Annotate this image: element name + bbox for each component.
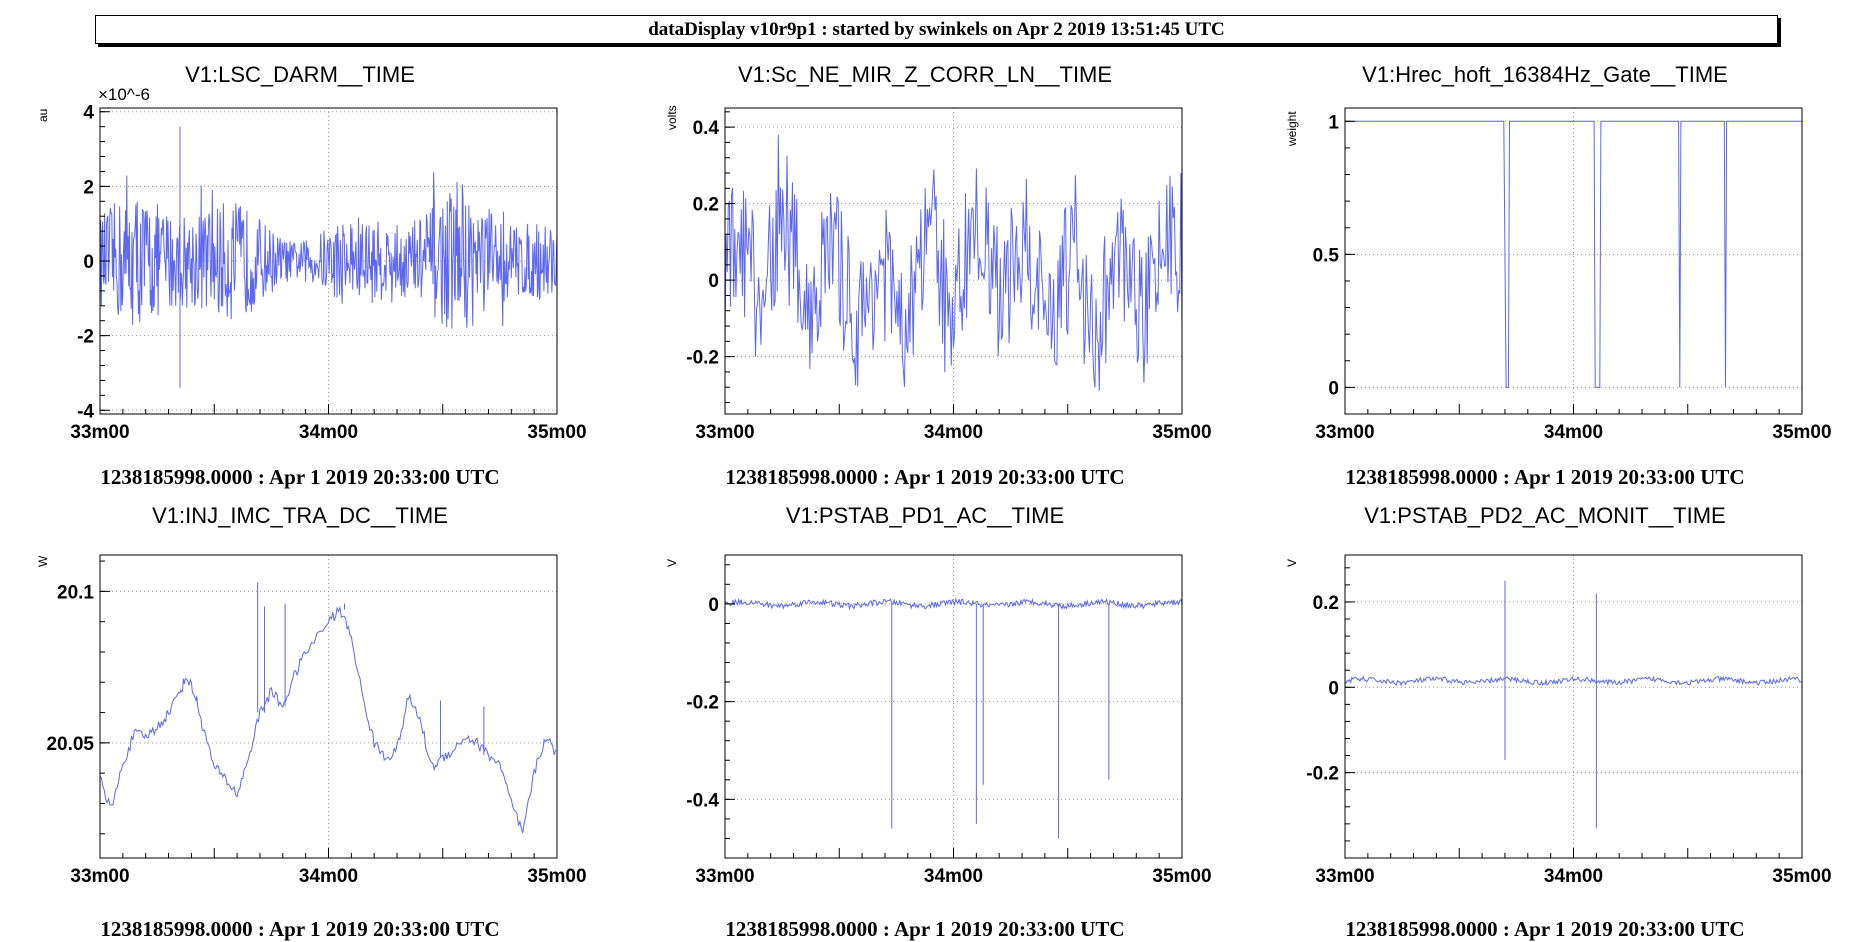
x-tick-label: 35m00 <box>1772 422 1831 443</box>
plot-canvas: 33m00 34m00 35m00 -0.2 0 0.2 <box>1306 554 1832 887</box>
trace-group <box>1345 120 1802 388</box>
x-tick-label: 34m00 <box>1544 422 1603 443</box>
y-tick-label: -0.2 <box>686 348 719 369</box>
x-tick-label: 33m00 <box>695 422 754 443</box>
y-tick-label: -0.4 <box>686 790 719 811</box>
x-tick-label: 34m00 <box>924 866 983 887</box>
y-tick-label: 0 <box>1328 378 1339 399</box>
plot-title: V1:INJ_IMC_TRA_DC__TIME <box>152 503 448 528</box>
x-tick-label: 34m00 <box>1544 866 1603 887</box>
plot-canvas: 33m00 34m00 35m00 -0.2 0 0.2 0.4 <box>686 107 1212 443</box>
x-tick-label: 35m00 <box>1152 866 1211 887</box>
plot-title: V1:PSTAB_PD2_AC_MONIT__TIME <box>1364 503 1726 528</box>
trace-group <box>1344 580 1803 829</box>
plot-timestamp: 1238185998.0000 : Apr 1 2019 20:33:00 UT… <box>100 465 500 489</box>
x-tick-label: 33m00 <box>70 422 129 443</box>
plot-canvas: 33m00 34m00 35m00 -4 -2 0 2 4×10^-6 <box>70 85 586 443</box>
x-tick-label: 33m00 <box>1315 422 1374 443</box>
trace-line <box>724 597 1183 611</box>
x-tick-label: 34m00 <box>299 866 358 887</box>
plot-panel-2: V1:Sc_NE_MIR_Z_CORR_LN__TIME volts 1238185… <box>625 0 1225 489</box>
plot-panel-5: V1:PSTAB_PD1_AC__TIME V 1238185998.0000 : … <box>625 445 1225 941</box>
y-tick-label: 0 <box>708 271 719 292</box>
plot-panel-6: V1:PSTAB_PD2_AC_MONIT__TIME V 1238185998.0… <box>1245 445 1845 941</box>
y-tick-label: 1 <box>1328 112 1339 133</box>
plot-panel-3: V1:Hrec_hoft_16384Hz_Gate__TIME weight 123… <box>1245 0 1845 489</box>
plot-timestamp: 1238185998.0000 : Apr 1 2019 20:33:00 UT… <box>100 917 500 941</box>
plot-panel-1: V1:LSC_DARM__TIME au 1238185998.0000 : Apr… <box>0 0 600 489</box>
plot-title: V1:PSTAB_PD1_AC__TIME <box>785 503 1065 528</box>
y-tick-label: 0.5 <box>1313 245 1340 266</box>
x-tick-label: 33m00 <box>70 866 129 887</box>
display-title: dataDisplay v10r9p1 : started by swinkel… <box>648 18 1225 40</box>
y-tick-label: 0.2 <box>693 195 719 216</box>
y-tick-label: 0 <box>83 252 94 273</box>
plot-canvas: 33m00 34m00 35m00 -0.4 -0.2 0 <box>686 554 1212 887</box>
y-tick-label: 0 <box>1328 678 1339 699</box>
trace-line <box>99 172 558 329</box>
y-tick-label: 0 <box>708 595 719 616</box>
trace-group <box>99 126 558 388</box>
x-tick-label: 35m00 <box>1152 422 1211 443</box>
y-tick-label: -4 <box>77 401 94 422</box>
plot-timestamp: 1238185998.0000 : Apr 1 2019 20:33:00 UT… <box>1345 917 1745 941</box>
y-axis-multiplier: ×10^-6 <box>98 85 150 104</box>
y-tick-label: -2 <box>77 327 94 348</box>
x-tick-label: 34m00 <box>924 422 983 443</box>
trace-line <box>1344 675 1803 687</box>
plot-frame <box>1344 554 1803 859</box>
plot-timestamp: 1238185998.0000 : Apr 1 2019 20:33:00 UT… <box>725 917 1125 941</box>
y-tick-label: 20.1 <box>57 582 94 603</box>
x-tick-label: 33m00 <box>1315 866 1374 887</box>
trace-group <box>724 134 1183 392</box>
y-tick-label: -0.2 <box>1306 764 1339 785</box>
plot-title: V1:Hrec_hoft_16384Hz_Gate__TIME <box>1362 62 1728 87</box>
plot-frame <box>99 554 558 859</box>
y-tick-label: 0.4 <box>693 118 720 139</box>
x-tick-label: 34m00 <box>299 422 358 443</box>
y-tick-label: 0.2 <box>1313 593 1339 614</box>
x-tick-label: 35m00 <box>527 866 586 887</box>
display-title-bar: dataDisplay v10r9p1 : started by swinkel… <box>95 15 1778 44</box>
trace-line <box>99 605 557 834</box>
trace-line <box>1345 120 1802 388</box>
plot-panel-4: V1:INJ_IMC_TRA_DC__TIME W 1238185998.0000 … <box>0 445 600 941</box>
trace-group <box>724 597 1183 839</box>
trace-line <box>724 134 1183 392</box>
plot-title: V1:Sc_NE_MIR_Z_CORR_LN__TIME <box>737 62 1113 87</box>
plot-canvas: 33m00 34m00 35m00 20.05 20.1 <box>46 554 587 887</box>
y-tick-label: 20.05 <box>46 734 94 755</box>
plot-timestamp: 1238185998.0000 : Apr 1 2019 20:33:00 UT… <box>1345 465 1745 489</box>
y-tick-label: -0.2 <box>686 693 719 714</box>
x-tick-label: 35m00 <box>527 422 586 443</box>
x-tick-label: 35m00 <box>1772 866 1831 887</box>
y-tick-label: 4 <box>83 103 94 124</box>
trace-group <box>99 582 557 834</box>
plot-timestamp: 1238185998.0000 : Apr 1 2019 20:33:00 UT… <box>725 465 1125 489</box>
x-tick-label: 33m00 <box>695 866 754 887</box>
y-tick-label: 2 <box>83 177 94 198</box>
plot-title: V1:LSC_DARM__TIME <box>185 62 415 87</box>
plot-canvas: 33m00 34m00 35m00 0 0.5 1 <box>1313 107 1832 443</box>
